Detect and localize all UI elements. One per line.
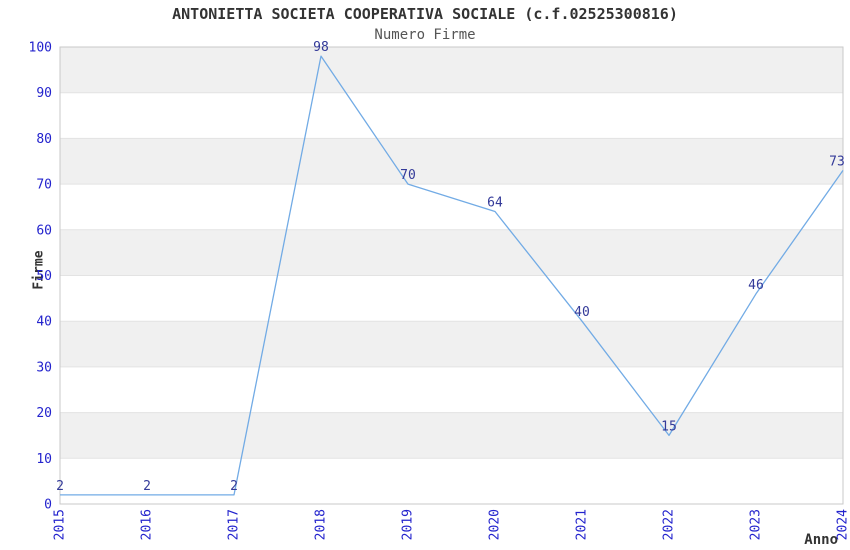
- data-label: 98: [313, 40, 329, 55]
- data-label: 15: [661, 419, 677, 434]
- data-label: 70: [400, 168, 416, 183]
- data-label: 2: [143, 479, 151, 494]
- data-label: 64: [487, 196, 503, 211]
- y-tick-label: 100: [29, 41, 52, 56]
- data-label: 2: [230, 479, 238, 494]
- y-tick-label: 60: [36, 223, 52, 238]
- x-tick-label: 2023: [749, 509, 764, 540]
- x-tick-label: 2015: [53, 509, 68, 540]
- grid-band: [60, 138, 843, 185]
- x-tick-label: 2019: [401, 509, 416, 540]
- grid-band: [60, 229, 843, 276]
- plot-border: [59, 46, 844, 505]
- y-tick-label: 30: [36, 360, 52, 375]
- x-tick-label: 2018: [314, 509, 329, 540]
- y-tick-label: 80: [36, 132, 52, 147]
- x-tick-label: 2024: [836, 509, 850, 540]
- data-label: 2: [56, 479, 64, 494]
- data-line: [60, 55, 844, 496]
- chart-title: ANTONIETTA SOCIETA COOPERATIVA SOCIALE (…: [172, 5, 678, 23]
- y-tick-label: 90: [36, 86, 52, 101]
- x-tick-label: 2021: [575, 509, 590, 540]
- x-tick-label: 2020: [488, 509, 503, 540]
- x-tick-label: 2017: [227, 509, 242, 540]
- y-tick-label: 20: [36, 406, 52, 421]
- grid-band: [60, 412, 843, 459]
- x-tick-label: 2016: [140, 509, 155, 540]
- y-tick-label: 70: [36, 178, 52, 193]
- grid-band: [60, 321, 843, 367]
- chart-subtitle: Numero Firme: [374, 27, 476, 43]
- y-tick-label: 10: [36, 452, 52, 467]
- grid-band: [60, 47, 843, 93]
- data-label: 73: [829, 154, 845, 169]
- x-axis-label: Anno: [804, 532, 838, 548]
- data-label: 40: [574, 305, 590, 320]
- y-tick-label: 50: [36, 269, 52, 284]
- x-tick-label: 2022: [662, 509, 677, 540]
- y-tick-label: 40: [36, 315, 52, 330]
- data-label: 46: [748, 278, 764, 293]
- y-tick-label: 0: [44, 498, 52, 513]
